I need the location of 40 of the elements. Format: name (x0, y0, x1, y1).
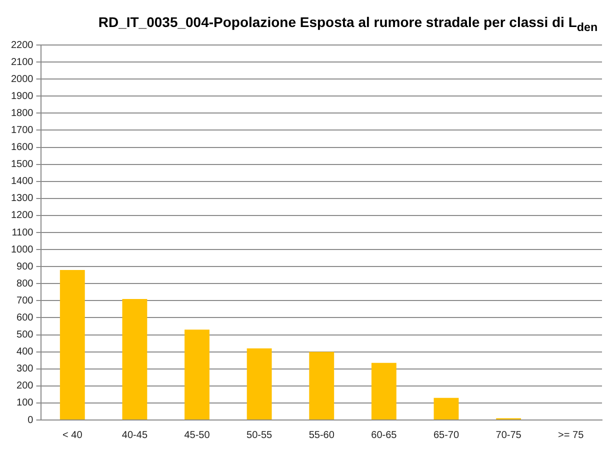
y-tick-label: 2000 (10, 74, 34, 85)
y-tick-label: 1600 (10, 142, 34, 154)
y-tick-label: 1000 (10, 244, 34, 256)
x-tick-label: 55-60 (308, 430, 335, 441)
y-tick-label: 400 (16, 346, 34, 358)
y-tick-label: 1200 (10, 210, 34, 222)
x-tick-label: 50-55 (246, 430, 273, 441)
y-tick-label: 2100 (10, 56, 34, 68)
chart-title: RD_IT_0035_004-Popolazione Esposta al rumore stradale per classi di L$_{den}$ (97, 13, 599, 36)
y-tick-label: 500 (16, 330, 34, 341)
y-tick-label: 1800 (10, 108, 34, 119)
y-tick-label: 1500 (10, 159, 34, 170)
y-tick-label: 0 (28, 414, 34, 426)
y-tick-label: 900 (16, 261, 34, 272)
bar (122, 298, 148, 420)
y-tick-label: 300 (16, 364, 34, 375)
y-tick-label: 1100 (12, 227, 34, 238)
x-tick-label: >= 75 (558, 430, 584, 441)
bar (371, 362, 396, 420)
bar (309, 352, 334, 420)
bar (60, 270, 85, 420)
x-tick-label: 60-65 (371, 430, 398, 441)
x-tick-label: 40-45 (122, 430, 148, 441)
y-tick-label: 1300 (10, 193, 34, 204)
y-tick-label: 100 (16, 398, 34, 409)
y-tick-label: 700 (16, 295, 34, 306)
bar (246, 348, 272, 420)
y-tick-label: 1900 (10, 90, 34, 102)
y-tick-label: 1700 (10, 124, 34, 136)
x-tick-label: 70-75 (496, 430, 522, 441)
y-tick-label: 2200 (10, 40, 34, 51)
y-tick-label: 800 (16, 278, 34, 290)
x-tick-label: 45-50 (184, 430, 210, 441)
y-tick-label: 200 (16, 380, 34, 392)
bar (184, 330, 210, 420)
y-tick-label: 600 (16, 312, 34, 324)
y-tick-label: 1400 (10, 176, 34, 188)
x-tick-label: 65-70 (433, 430, 460, 441)
x-tick-label: < 40 (62, 430, 83, 441)
bar (434, 398, 459, 420)
